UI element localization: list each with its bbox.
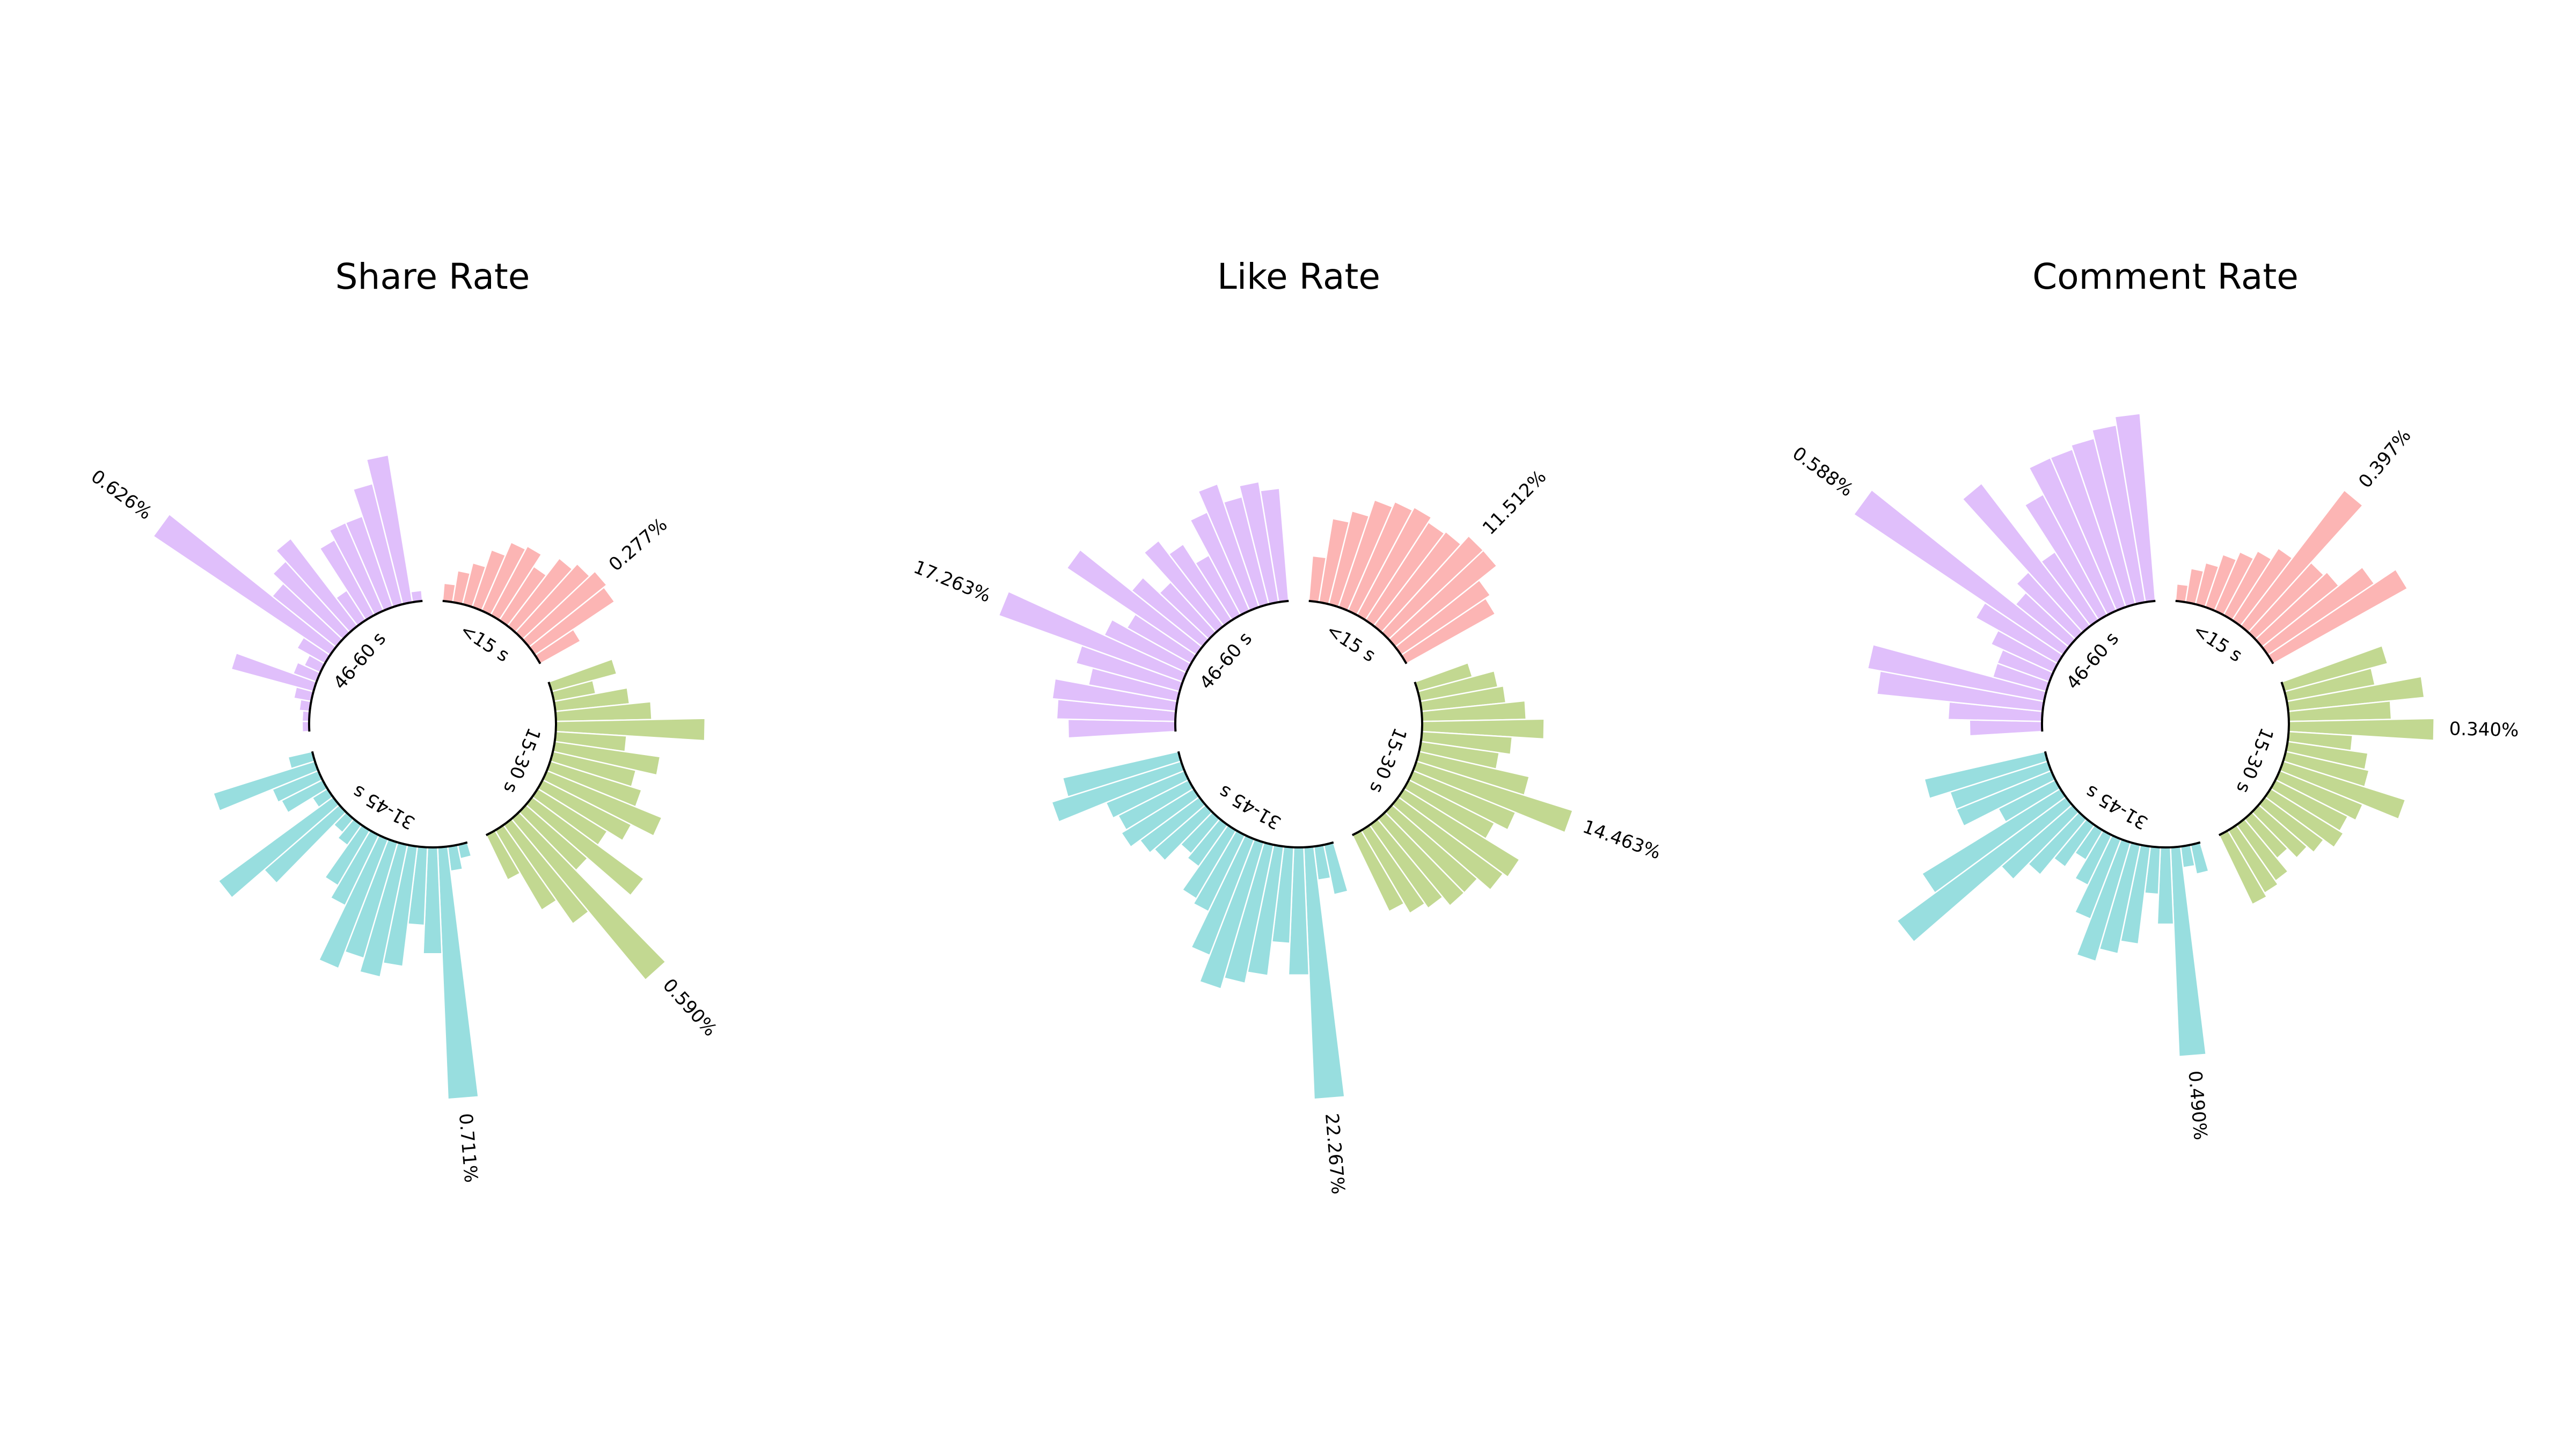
comment-rate-31-45-s-bar [1896, 796, 2073, 943]
comment-rate-lt15-s-group-label: <15 s [2189, 619, 2246, 667]
like-rate-15-30-s-group-arc [1351, 682, 1423, 837]
comment-rate-31-45-s-bar [2170, 845, 2207, 1058]
like-rate-31-45-s-group-arc [1177, 751, 1334, 848]
share-rate-panel: Share Rate <15 s0.277%15-30 s0.590%31-45… [87, 256, 721, 1183]
share-rate-15-30-s-group-label: 15-30 s [499, 724, 545, 796]
comment-rate-15-30-s-group-arc [2218, 682, 2290, 837]
share-rate-lt15-s-group-label: <15 s [456, 619, 513, 667]
share-rate-15-30-s-group-arc [485, 682, 557, 837]
comment-rate-lt15-s-group-arc [2175, 599, 2274, 664]
like-rate-lt15-s-value-label: 11.512% [1479, 466, 1550, 539]
like-rate-15-30-s-group-label: 15-30 s [1365, 724, 1411, 796]
like-rate-panel: Like Rate <15 s11.512%15-30 s14.463%31-4… [911, 256, 1664, 1195]
share-rate-31-45-s-bar [437, 845, 479, 1100]
share-rate-46-60-s-group-arc [308, 599, 423, 732]
share-rate-title: Share Rate [335, 256, 530, 297]
like-rate-title: Like Rate [1217, 256, 1380, 297]
comment-rate-15-30-s-value-label: 0.340% [2449, 718, 2519, 741]
comment-rate-31-45-s-value-label: 0.490% [2184, 1070, 2211, 1140]
comment-rate-title: Comment Rate [2032, 256, 2299, 297]
comment-rate-46-60-s-bar [1968, 719, 2043, 737]
comment-rate-lt15-s-value-label: 0.397% [2354, 425, 2416, 492]
share-rate-31-45-s-group-arc [311, 751, 468, 848]
share-rate-46-60-s-value-label: 0.626% [87, 466, 156, 524]
comment-rate-46-60-s-value-label: 0.588% [1788, 443, 1857, 501]
like-rate-46-60-s-bar [1067, 718, 1176, 739]
like-rate-46-60-s-group-arc [1174, 599, 1289, 732]
share-rate-15-30-s-value-label: 0.590% [658, 975, 721, 1041]
share-rate-31-45-s-bar [217, 796, 340, 899]
comment-rate-panel: Comment Rate <15 s0.397%15-30 s 0.340%31-… [1788, 256, 2519, 1141]
like-rate-46-60-s-value-label: 17.263% [911, 557, 994, 607]
share-rate-31-45-s-value-label: 0.711% [455, 1113, 481, 1183]
share-rate-lt15-s-group-arc [442, 599, 541, 664]
comment-rate-15-30-s-group-label: 15-30 s [2232, 724, 2278, 796]
like-rate-15-30-s-value-label: 14.463% [1580, 816, 1664, 863]
like-rate-31-45-s-value-label: 22.267% [1321, 1113, 1349, 1195]
comment-rate-31-45-s-group-arc [2044, 751, 2201, 848]
share-rate-lt15-s-value-label: 0.277% [605, 514, 671, 576]
like-rate-lt15-s-group-arc [1308, 599, 1408, 664]
like-rate-lt15-s-group-label: <15 s [1322, 619, 1379, 667]
comment-rate-46-60-s-group-arc [2040, 599, 2156, 732]
